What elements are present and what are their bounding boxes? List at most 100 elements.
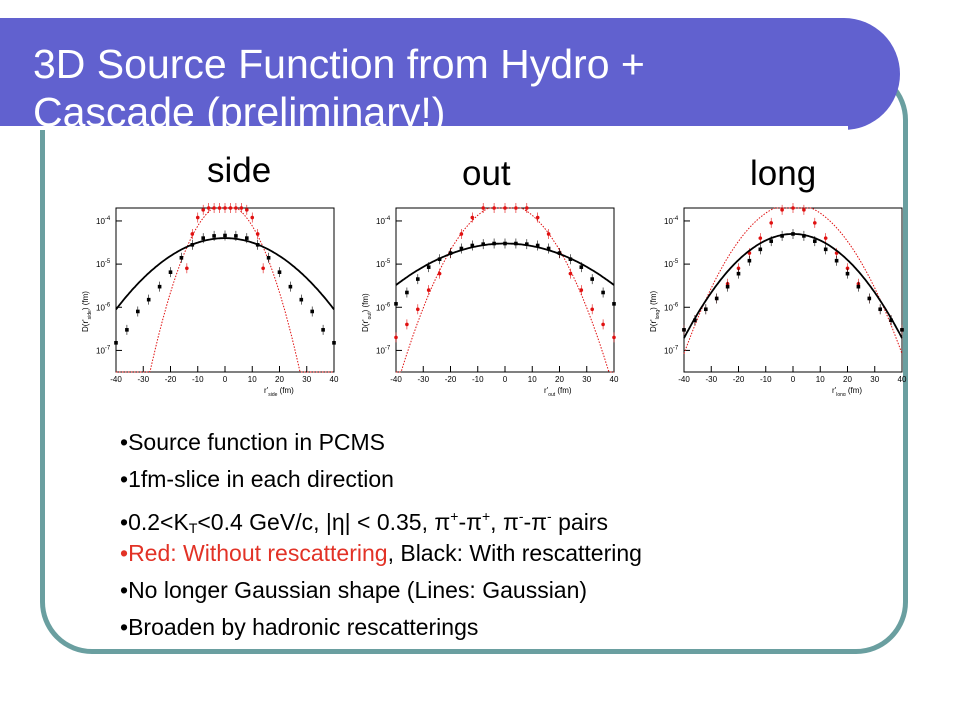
data-point [245, 236, 249, 240]
plot-frame [395, 207, 615, 373]
y-tick-label: 10-5 [376, 259, 391, 269]
data-point [239, 206, 244, 210]
data-point [813, 239, 817, 243]
y-axis-label-unit: ) (fm) [649, 290, 658, 309]
data-point [195, 215, 200, 220]
y-tick-base: 10 [96, 346, 105, 355]
data-point [125, 328, 129, 332]
data-point [780, 234, 784, 238]
data-point [834, 258, 839, 263]
data-point [157, 284, 162, 289]
data-point [856, 284, 861, 289]
bullet-item: •Red: Without rescattering, Black: With … [120, 540, 642, 566]
y-tick-exponent: -5 [673, 259, 679, 265]
data-point [426, 265, 431, 269]
y-axis-label-main: D(r' [81, 319, 90, 332]
data-point [277, 270, 282, 274]
y-tick-base: 10 [376, 260, 385, 269]
data-point [206, 206, 211, 210]
data-point [217, 206, 222, 210]
data-point [310, 309, 314, 314]
y-tick-exponent: -5 [105, 259, 111, 265]
data-point [459, 246, 464, 251]
y-tick-label: 10-6 [376, 302, 391, 312]
data-point [813, 221, 817, 225]
y-tick-exponent: -7 [105, 345, 111, 351]
y-tick-exponent: -4 [105, 216, 111, 222]
bullet-list: •Source function in PCMS •1fm-slice in e… [120, 424, 880, 646]
long-source-chart: 10-410-510-610-7-40 -30 -20 -10 0 10 20 30 40r'l… [649, 203, 907, 396]
data-point [823, 236, 828, 240]
data-point [405, 322, 409, 327]
x-axis-label-main: r' [832, 386, 837, 395]
data-point [481, 242, 485, 246]
x-tick-label: -30 [417, 375, 429, 384]
data-point [492, 206, 496, 210]
y-tick-base: 10 [376, 303, 385, 312]
x-tick-label: 0 [503, 375, 508, 384]
x-axis-label: r'side (fm) [264, 386, 294, 396]
panel-label-side: side [207, 151, 272, 190]
x-tick-label: 40 [898, 375, 907, 384]
data-point [250, 215, 255, 220]
slide-title: 3D Source Function from Hydro + Cascade … [33, 41, 645, 135]
data-point [557, 251, 562, 255]
data-point [612, 302, 616, 306]
pi-symbol: π [434, 509, 451, 535]
x-tick-label: 10 [816, 375, 825, 384]
x-tick-label: -40 [390, 375, 402, 384]
data-point [791, 206, 795, 210]
x-axis-label-main: r' [544, 386, 549, 395]
y-tick-base: 10 [376, 217, 385, 226]
bullet-item: •1fm-slice in each direction [120, 466, 394, 492]
data-point [190, 232, 195, 236]
y-axis-label: D(r'out) (fm) [361, 293, 373, 332]
x-tick-label: 30 [870, 375, 879, 384]
data-point [601, 322, 605, 327]
y-tick-label: 10-7 [96, 345, 111, 355]
data-point [266, 255, 271, 260]
data-point [568, 271, 573, 276]
superscript: + [450, 508, 459, 524]
data-point [321, 328, 325, 332]
data-point [416, 277, 420, 281]
data-point [525, 242, 529, 246]
data-point [481, 206, 485, 210]
data-point [201, 208, 205, 212]
data-point [255, 232, 260, 236]
bullet-text: 1fm-slice in each direction [128, 466, 394, 492]
superscript: - [518, 508, 524, 524]
y-axis-label: D(r'side) (fm) [81, 291, 93, 332]
y-tick-base: 10 [96, 217, 105, 226]
data-point [802, 208, 806, 212]
data-point [299, 297, 304, 302]
pi-symbol: π [502, 509, 519, 535]
data-point [288, 284, 293, 289]
data-point [405, 290, 409, 295]
y-tick-label: 10-6 [664, 302, 679, 312]
y-tick-label: 10-7 [664, 345, 679, 355]
data-point [503, 241, 507, 246]
y-tick-base: 10 [376, 346, 385, 355]
data-point [682, 328, 686, 332]
bullet-item: •Source function in PCMS [120, 429, 386, 455]
data-point [503, 206, 507, 210]
data-point [714, 296, 719, 301]
x-tick-label: -20 [445, 375, 457, 384]
data-point [525, 206, 529, 210]
data-point [114, 341, 118, 345]
data-point [234, 234, 238, 238]
data-point [590, 307, 594, 312]
data-point [201, 236, 205, 240]
data-point [802, 234, 806, 238]
data-point [889, 318, 893, 323]
y-tick-label: 10-5 [664, 259, 679, 269]
title-underline [0, 126, 848, 130]
y-tick-label: 10-4 [376, 216, 391, 226]
data-point [769, 221, 773, 225]
data-point [212, 206, 216, 210]
x-axis-label: r'out (fm) [544, 386, 572, 396]
data-point [459, 232, 464, 236]
data-point [747, 258, 752, 263]
data-point [704, 307, 708, 312]
